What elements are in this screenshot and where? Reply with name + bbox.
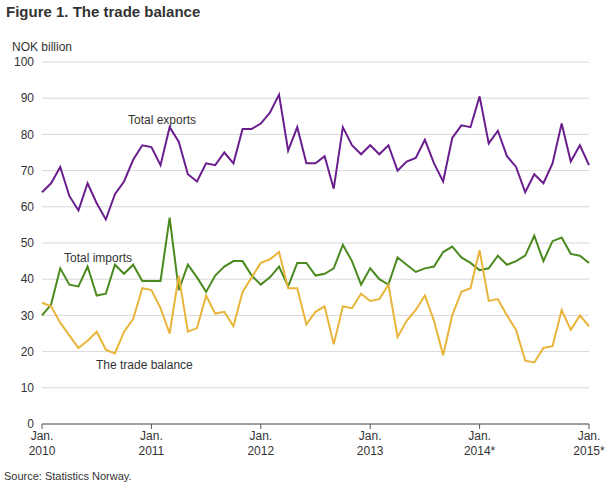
html-text:The trade balance: The trade balance	[96, 358, 193, 372]
svg-text:30: 30	[21, 309, 35, 323]
html-text:Figure 1. The trade balance: Figure 1. The trade balance	[6, 3, 201, 20]
svg-text:90: 90	[21, 91, 35, 105]
html-text:Source: Statistics Norway.: Source: Statistics Norway.	[4, 470, 132, 482]
svg-text:40: 40	[21, 272, 35, 286]
svg-text:Jan.2013: Jan.2013	[357, 429, 384, 458]
html-text:Total imports: Total imports	[64, 251, 132, 265]
svg-text:80: 80	[21, 128, 35, 142]
svg-text:60: 60	[21, 200, 35, 214]
svg-text:Jan.2015*: Jan.2015*	[573, 429, 601, 458]
html-text:NOK billion: NOK billion	[12, 40, 72, 54]
svg-text:0: 0	[27, 417, 34, 431]
svg-text:Jan.2014*: Jan.2014*	[464, 429, 496, 458]
svg-text:Jan.2011: Jan.2011	[138, 429, 164, 458]
svg-text:Jan.2012: Jan.2012	[247, 429, 274, 458]
svg-text:50: 50	[21, 236, 35, 250]
svg-text:Jan.2010: Jan.2010	[29, 429, 56, 458]
html-text:Total exports: Total exports	[128, 113, 196, 127]
svg-text:70: 70	[21, 164, 35, 178]
svg-text:10: 10	[21, 381, 35, 395]
svg-text:100: 100	[14, 55, 34, 69]
svg-text:20: 20	[21, 345, 35, 359]
